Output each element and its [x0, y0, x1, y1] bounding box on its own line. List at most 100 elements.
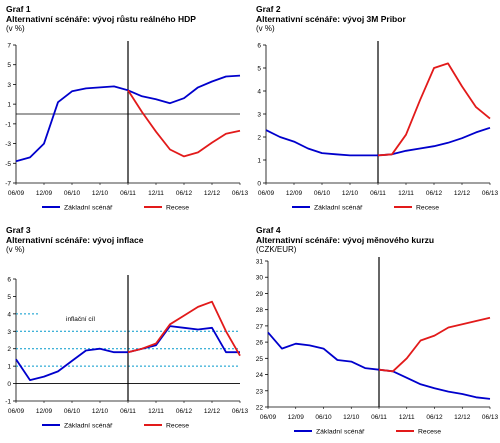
y-tick-label: -3 [5, 141, 11, 148]
chart-unit: (CZK/EUR) [256, 245, 297, 254]
x-tick-label: 06/12 [426, 414, 443, 421]
chart-unit: (v %) [6, 24, 25, 33]
legend-label-recession: Recese [416, 205, 439, 212]
x-tick-label: 06/09 [258, 190, 275, 197]
chart-header: Graf 1 Alternativní scénáře: vývoj růstu… [6, 4, 196, 34]
legend-label-recession: Recese [166, 423, 189, 430]
legend-label-base: Základní scénář [64, 205, 113, 212]
y-tick-label: 23 [256, 388, 264, 395]
y-tick-label: 6 [257, 43, 261, 50]
x-tick-label: 06/09 [8, 408, 25, 415]
y-tick-label: 25 [256, 356, 264, 363]
x-tick-label: 12/10 [342, 190, 359, 197]
chart-title: Alternativní scénáře: vývoj 3M Pribor [256, 14, 406, 24]
exchange-rate-chart: 22 23 24 25 26 27 28 29 30 31 06/09 12/09 06/10 12/10… [256, 257, 499, 436]
graf-label: Graf 4 [256, 225, 281, 235]
y-tick-label: 22 [256, 405, 264, 412]
graf-label: Graf 2 [256, 4, 281, 14]
y-tick-label: -5 [5, 161, 11, 168]
pribor-chart: 0 1 2 3 4 5 6 06/09 12/09 06/10 12/10 06/11 12/11 06/… [257, 41, 499, 212]
x-tick-label: 12/11 [148, 190, 164, 197]
chart-unit: (v %) [6, 245, 25, 254]
chart-title: Alternativní scénáře: vývoj měnového kur… [256, 235, 435, 245]
series-line-recession [378, 316, 491, 373]
y-tick-label: 1 [257, 158, 261, 165]
x-tick-label: 12/12 [204, 190, 221, 197]
x-tick-label: 06/09 [8, 190, 25, 197]
x-tick-label: 06/13 [232, 190, 249, 197]
x-tick-label: 06/11 [370, 190, 386, 197]
x-tick-label: 12/09 [36, 190, 53, 197]
x-tick-label: 06/11 [120, 190, 136, 197]
x-tick-label: 06/13 [232, 408, 249, 415]
x-tick-label: 12/12 [204, 408, 221, 415]
series-line-recession [377, 62, 491, 157]
y-tick-label: 0 [7, 381, 11, 388]
y-tick-label: 30 [256, 275, 264, 282]
x-tick-label: 06/13 [482, 190, 499, 197]
x-tick-label: 12/11 [399, 414, 415, 421]
y-tick-label: 5 [7, 294, 11, 301]
chart-header: Graf 3 Alternativní scénáře: vývoj infla… [6, 225, 143, 255]
x-tick-label: 12/10 [343, 414, 360, 421]
y-tick-label: 2 [257, 135, 261, 142]
y-tick-label: 31 [256, 259, 264, 266]
x-tick-label: 12/09 [36, 408, 53, 415]
x-tick-label: 06/09 [260, 414, 277, 421]
legend-label-base: Základní scénář [316, 429, 365, 436]
y-tick-label: 28 [256, 307, 264, 314]
x-tick-label: 12/09 [288, 414, 305, 421]
x-tick-label: 06/10 [64, 408, 81, 415]
series-line-recession [127, 300, 241, 357]
y-tick-label: -1 [5, 399, 11, 406]
y-tick-label: -1 [5, 121, 11, 128]
y-tick-label: 26 [256, 340, 264, 347]
x-tick-label: 06/13 [482, 414, 499, 421]
x-tick-label: 06/11 [371, 414, 387, 421]
chart-header: Graf 2 Alternativní scénáře: vývoj 3M Pr… [256, 4, 406, 34]
legend-label-base: Základní scénář [64, 423, 113, 430]
x-tick-label: 06/10 [314, 190, 331, 197]
legend-label-base: Základní scénář [314, 205, 363, 212]
x-tick-label: 12/11 [398, 190, 414, 197]
x-tick-label: 12/12 [454, 414, 471, 421]
gdp-growth-chart: -7 -5 -3 -1 1 3 5 7 06/09 12/09 06/10 12/10 06/11 12/… [5, 41, 249, 212]
y-tick-label: 24 [256, 372, 264, 379]
series-line-recession [127, 89, 241, 158]
y-tick-label: 5 [257, 66, 261, 73]
y-tick-label: 1 [7, 364, 11, 371]
legend-label-recession: Recese [166, 205, 189, 212]
x-tick-label: 12/10 [92, 190, 109, 197]
legend-label-recession: Recese [418, 429, 441, 436]
series-line-base [15, 74, 241, 163]
x-tick-label: 06/12 [176, 408, 193, 415]
y-tick-label: 27 [256, 323, 264, 330]
y-tick-label: 3 [257, 112, 261, 119]
y-tick-label: 3 [7, 329, 11, 336]
inflation-target-annotation: inflační cíl [66, 316, 95, 323]
x-tick-label: 12/10 [92, 408, 109, 415]
x-tick-label: 06/10 [64, 190, 81, 197]
graf-label: Graf 1 [6, 4, 31, 14]
x-tick-label: 06/10 [315, 414, 332, 421]
y-tick-label: 4 [257, 89, 261, 96]
x-tick-label: 06/12 [176, 190, 193, 197]
x-tick-label: 12/11 [148, 408, 164, 415]
y-tick-label: 6 [7, 277, 11, 284]
x-tick-label: 12/09 [286, 190, 303, 197]
x-tick-label: 06/11 [120, 408, 136, 415]
chart-panel-graf3: Graf 3 Alternativní scénáře: vývoj infla… [0, 221, 250, 442]
y-tick-label: 3 [7, 82, 11, 89]
chart-title: Alternativní scénáře: vývoj inflace [6, 235, 144, 245]
chart-title: Alternativní scénáře: vývoj růstu reálné… [6, 14, 196, 24]
chart-unit: (v %) [256, 24, 275, 33]
y-tick-label: 4 [7, 311, 11, 318]
chart-panel-graf1: Graf 1 Alternativní scénáře: vývoj růstu… [0, 0, 250, 221]
y-tick-label: 1 [7, 102, 11, 109]
graf-label: Graf 3 [6, 225, 31, 235]
chart-header: Graf 4 Alternativní scénáře: vývoj měnov… [256, 225, 434, 255]
chart-panel-graf2: Graf 2 Alternativní scénáře: vývoj 3M Pr… [250, 0, 500, 221]
y-tick-label: 0 [257, 181, 261, 188]
inflation-chart: -1 0 1 2 3 4 5 6 06/09 12/09 06/10 12/10 06/11 12/11 0… [5, 275, 249, 430]
y-tick-label: 29 [256, 291, 264, 298]
